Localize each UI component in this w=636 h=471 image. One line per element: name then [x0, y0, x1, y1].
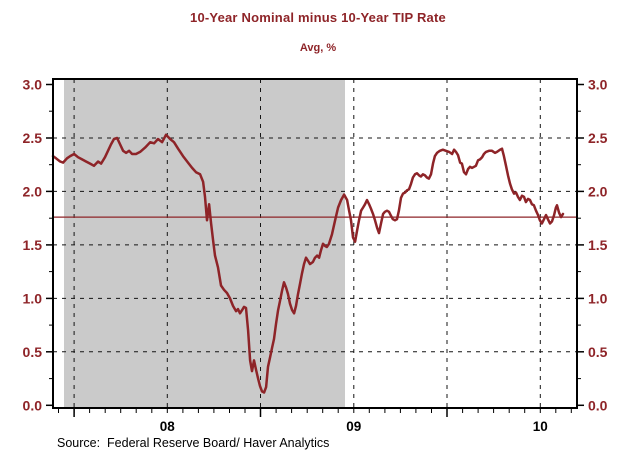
y-tick-label-left: 2.0 — [23, 183, 43, 199]
plot-frame — [52, 78, 578, 409]
x-tick-label: 09 — [346, 419, 361, 434]
y-tick-label-right: 3.0 — [588, 77, 608, 93]
y-tick-label-left: 1.0 — [23, 290, 43, 306]
x-tick-label: 10 — [533, 419, 548, 434]
series-line — [51, 133, 565, 394]
source-note: Source: Federal Reserve Board/ Haver Ana… — [57, 436, 330, 450]
y-tick-label-right: 2.0 — [588, 183, 608, 199]
x-axis-ticks — [58, 409, 572, 417]
y-axis-ticks — [46, 83, 584, 407]
chart-title: 10-Year Nominal minus 10-Year TIP Rate — [190, 10, 446, 25]
y-tick-label-right: 1.5 — [588, 237, 608, 253]
y-tick-label-right: 0.0 — [588, 397, 608, 413]
chart-subtitle: Avg, % — [299, 42, 337, 54]
y-tick-label-left: 0.5 — [23, 344, 43, 360]
y-tick-label-left: 2.5 — [23, 130, 43, 146]
y-tick-label-left: 1.5 — [23, 237, 43, 253]
y-gridlines — [53, 137, 577, 353]
y-axis-labels: 0.0 0.0 0.5 0.5 1.0 1.0 1.5 1.5 2.0 2.0 2.5 2.5 3.0 3… — [23, 77, 608, 414]
y-tick-label-right: 0.5 — [588, 344, 608, 360]
recession-band — [64, 79, 345, 408]
y-tick-label-left: 3.0 — [23, 77, 43, 93]
y-tick-label-right: 2.5 — [588, 130, 608, 146]
y-tick-label-right: 1.0 — [588, 290, 608, 306]
x-tick-label: 08 — [160, 419, 176, 434]
x-gridlines — [73, 79, 541, 408]
x-axis-labels: 08 09 10 — [160, 419, 548, 434]
y-tick-label-left: 0.0 — [23, 397, 43, 413]
